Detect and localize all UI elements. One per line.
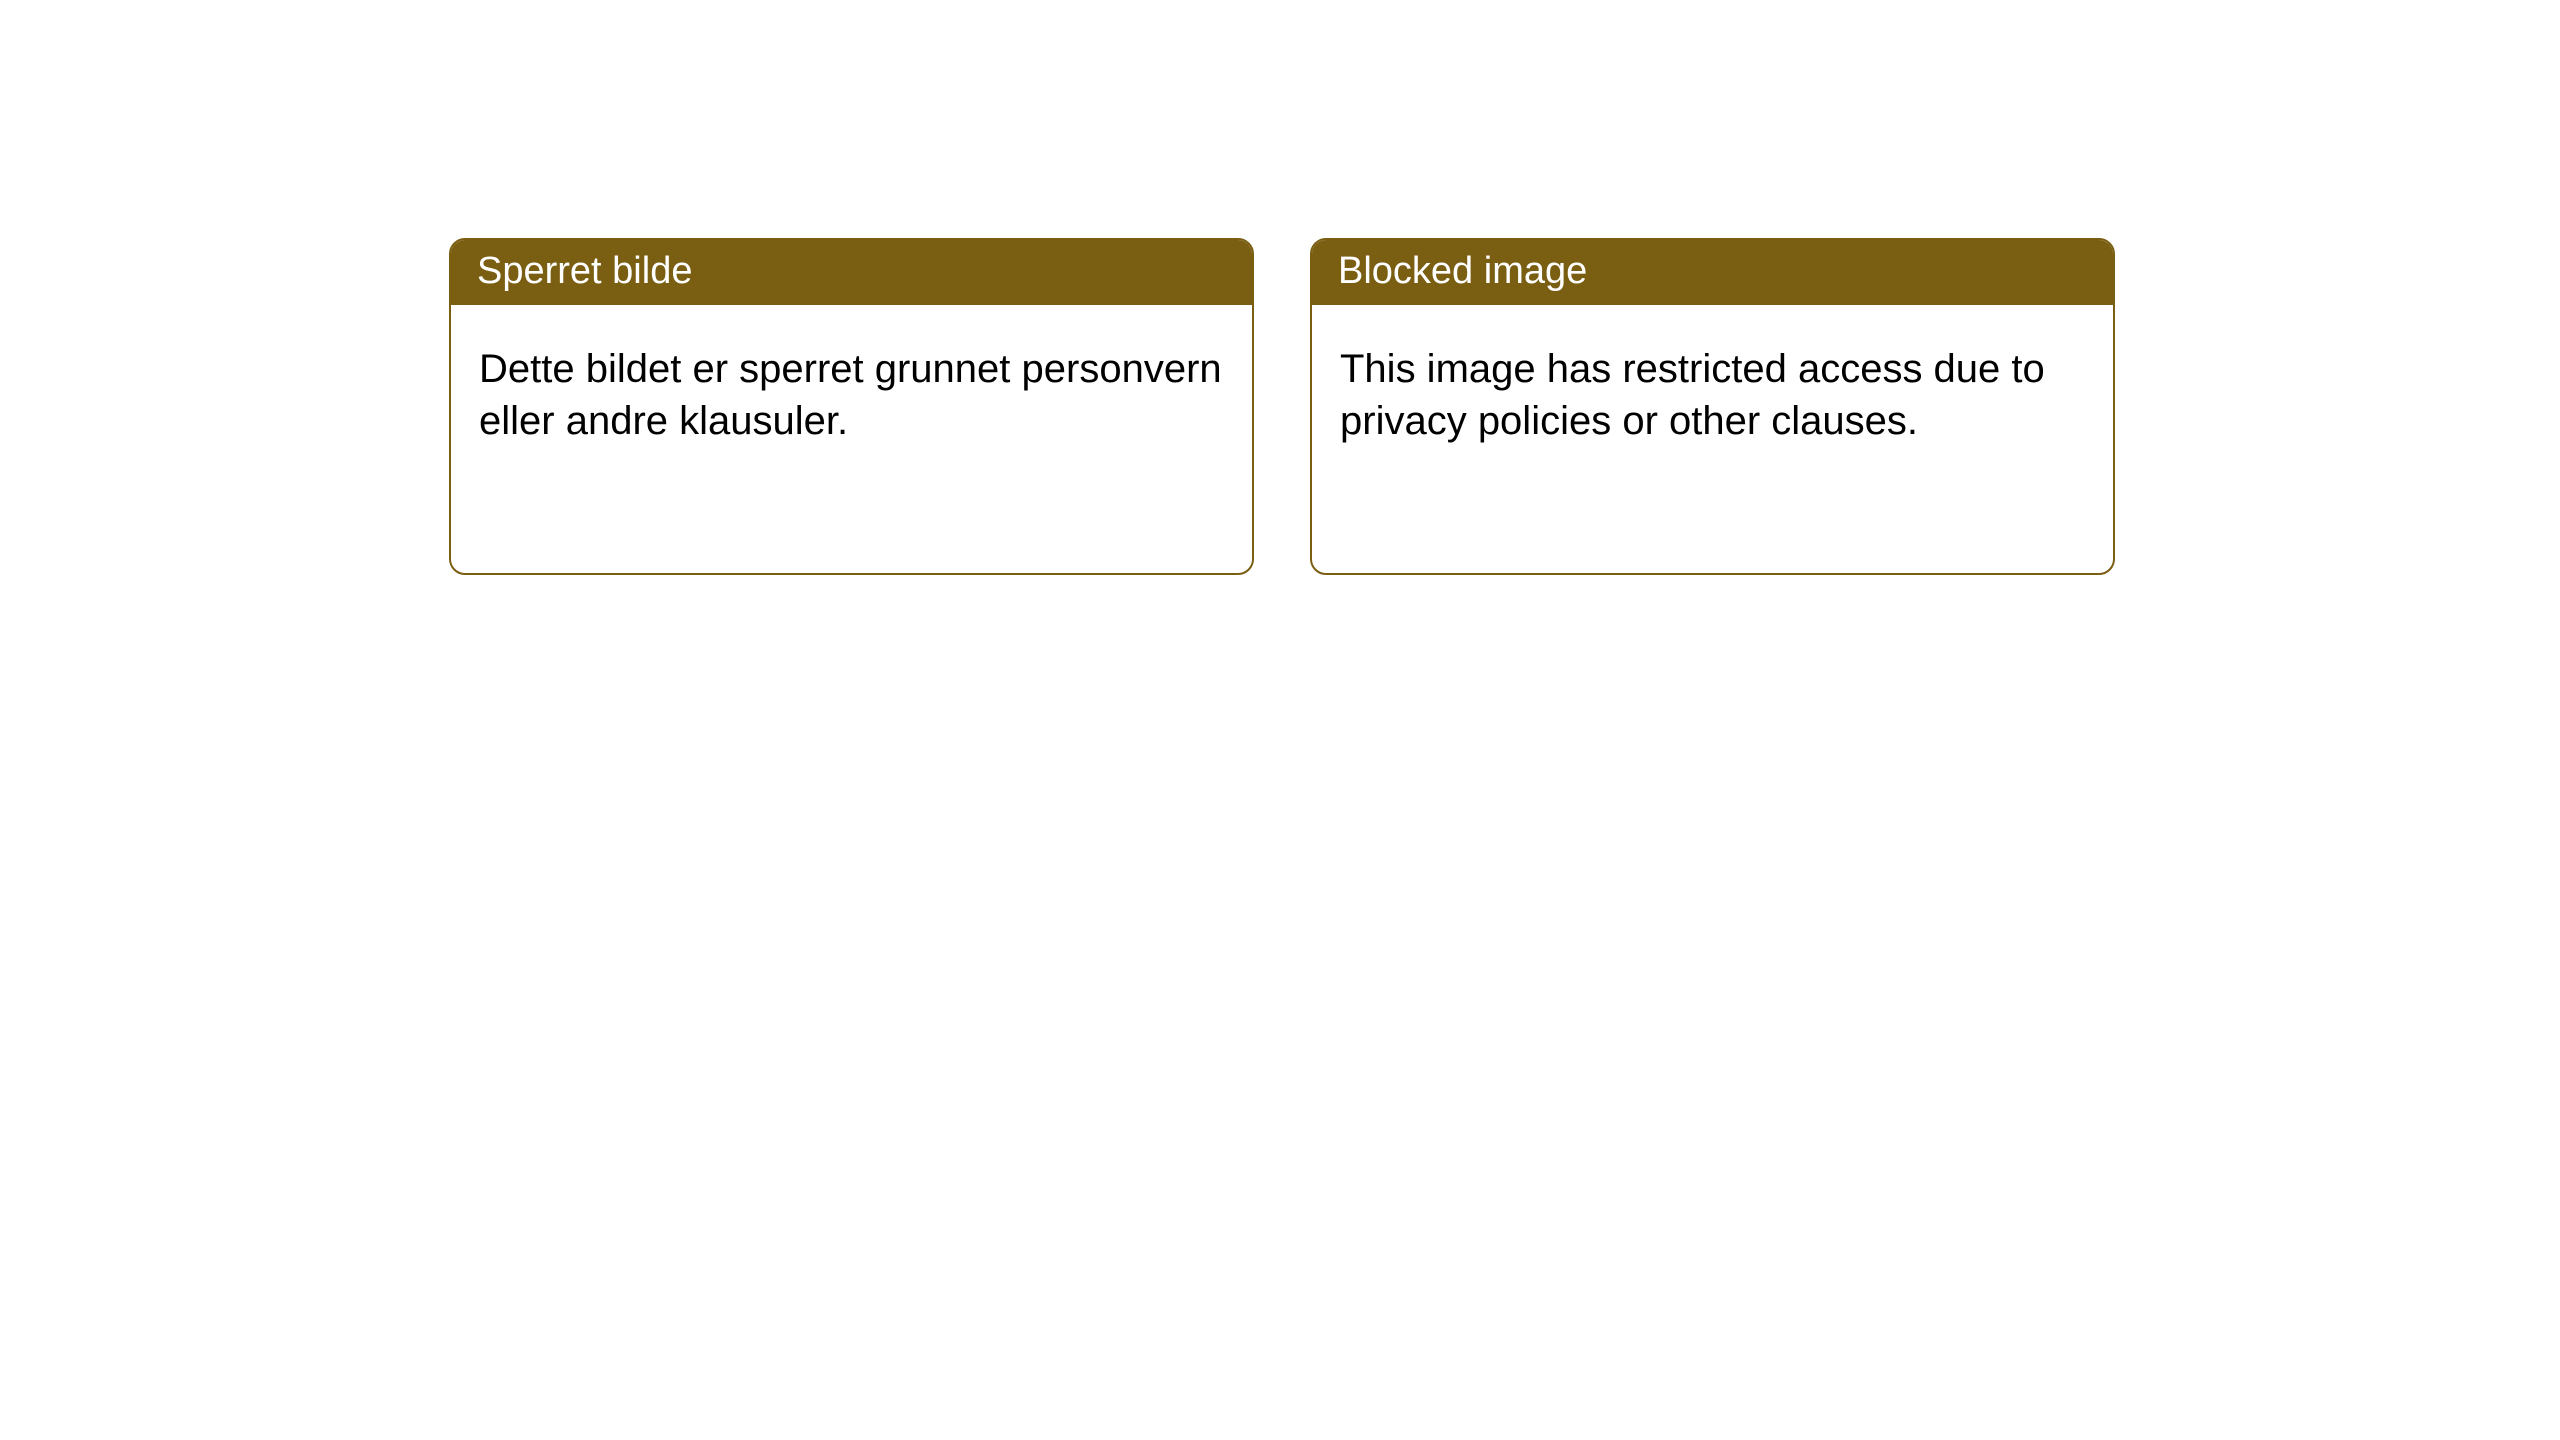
card-title-en: Blocked image [1312,240,2113,305]
card-title-no: Sperret bilde [451,240,1252,305]
blocked-image-card-no: Sperret bilde Dette bildet er sperret gr… [449,238,1254,575]
notice-container: Sperret bilde Dette bildet er sperret gr… [0,0,2560,575]
card-body-no: Dette bildet er sperret grunnet personve… [451,305,1252,475]
card-body-en: This image has restricted access due to … [1312,305,2113,475]
blocked-image-card-en: Blocked image This image has restricted … [1310,238,2115,575]
